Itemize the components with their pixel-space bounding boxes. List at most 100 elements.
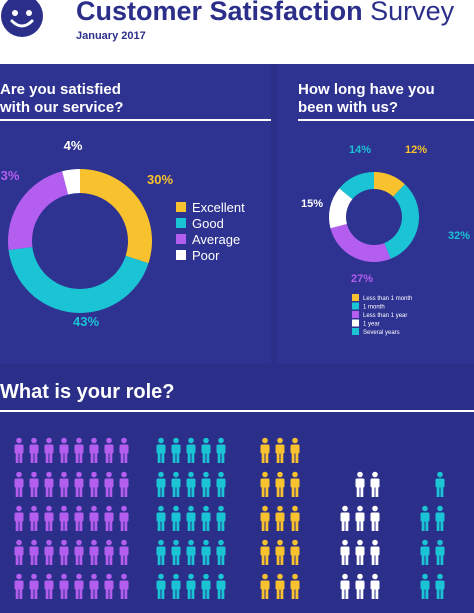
- person-icon: [74, 505, 84, 531]
- donut-slice-label: 14%: [349, 144, 371, 156]
- donut-slice-label: 32%: [448, 230, 470, 242]
- person-icon: [260, 539, 270, 565]
- legend-swatch: [352, 294, 359, 301]
- donut-slice-label: 30%: [147, 172, 173, 187]
- person-icon: [275, 573, 285, 599]
- person-icon: [340, 505, 350, 531]
- legend-swatch: [176, 202, 186, 212]
- legend-entry: 1 year: [363, 322, 380, 328]
- header: Customer Satisfaction Survey January 201…: [0, 0, 474, 64]
- pictogram-group-2: [156, 437, 226, 599]
- person-icon: [74, 539, 84, 565]
- donut-slice-poor: [62, 169, 80, 195]
- person-icon: [59, 437, 69, 463]
- role-section: [0, 364, 474, 613]
- person-icon: [119, 437, 129, 463]
- person-icon: [275, 471, 285, 497]
- person-icon: [260, 505, 270, 531]
- person-icon: [186, 573, 196, 599]
- pictogram-group-4: [340, 471, 380, 599]
- person-icon: [59, 505, 69, 531]
- smiley-face-icon: [1, 0, 43, 37]
- donut-slice-good: [8, 247, 149, 313]
- legend-entry: Good: [192, 216, 224, 231]
- legend-entry: Several years: [363, 330, 400, 336]
- person-icon: [435, 573, 445, 599]
- person-icon: [156, 505, 166, 531]
- person-icon: [420, 539, 430, 565]
- person-icon: [74, 471, 84, 497]
- legend-swatch: [352, 328, 359, 335]
- person-icon: [216, 437, 226, 463]
- person-icon: [186, 471, 196, 497]
- person-icon: [14, 573, 24, 599]
- legend-entry: Excellent: [192, 200, 245, 215]
- satisfaction-underline: [0, 119, 271, 121]
- person-icon: [104, 539, 114, 565]
- person-icon: [14, 539, 24, 565]
- person-icon: [14, 505, 24, 531]
- person-icon: [29, 573, 39, 599]
- person-icon: [14, 437, 24, 463]
- role-underline: [0, 410, 474, 412]
- satisfaction-heading-line-2: with our service?: [0, 99, 124, 116]
- tenure-heading: How long have you been with us?: [298, 81, 435, 117]
- satisfaction-heading: Are you satisfied with our service?: [0, 81, 123, 117]
- donut-slice: [374, 172, 405, 197]
- person-icon: [171, 471, 181, 497]
- person-icon: [290, 471, 300, 497]
- person-icon: [370, 505, 380, 531]
- tenure-underline: [298, 119, 474, 121]
- person-icon: [59, 471, 69, 497]
- person-icon: [201, 539, 211, 565]
- person-icon: [89, 505, 99, 531]
- person-icon: [260, 471, 270, 497]
- person-icon: [44, 505, 54, 531]
- person-icon: [29, 505, 39, 531]
- legend-swatch: [352, 311, 359, 318]
- donut-slice-label: 27%: [351, 273, 373, 285]
- donut-slice: [329, 188, 353, 229]
- person-icon: [275, 539, 285, 565]
- donut-slice-label: 12%: [405, 144, 427, 156]
- person-icon: [89, 437, 99, 463]
- person-icon: [29, 539, 39, 565]
- person-icon: [104, 573, 114, 599]
- role-pictogram-chart: [14, 437, 445, 599]
- person-icon: [59, 573, 69, 599]
- legend-swatch: [352, 319, 359, 327]
- person-icon: [59, 539, 69, 565]
- person-icon: [29, 471, 39, 497]
- satisfaction-heading-line-1: Are you satisfied: [0, 81, 121, 98]
- person-icon: [216, 539, 226, 565]
- person-icon: [171, 505, 181, 531]
- person-icon: [119, 505, 129, 531]
- person-icon: [290, 505, 300, 531]
- legend-swatch: [176, 234, 186, 244]
- person-icon: [44, 573, 54, 599]
- donut-slice-average: [8, 171, 69, 251]
- person-icon: [216, 471, 226, 497]
- page-title: Customer Satisfaction Survey: [76, 0, 455, 26]
- pictogram-group-1: [14, 437, 129, 599]
- person-icon: [201, 573, 211, 599]
- person-icon: [290, 573, 300, 599]
- person-icon: [89, 471, 99, 497]
- person-icon: [201, 505, 211, 531]
- person-icon: [104, 505, 114, 531]
- person-icon: [119, 573, 129, 599]
- person-icon: [355, 505, 365, 531]
- person-icon: [171, 437, 181, 463]
- person-icon: [370, 471, 380, 497]
- person-icon: [435, 471, 445, 497]
- legend-entry: Poor: [192, 248, 220, 263]
- person-icon: [186, 539, 196, 565]
- person-icon: [186, 505, 196, 531]
- donut-slice-label: 4%: [64, 138, 83, 153]
- person-icon: [435, 539, 445, 565]
- tenure-heading-line-2: been with us?: [298, 99, 399, 116]
- tenure-panel: [277, 64, 474, 364]
- person-icon: [156, 539, 166, 565]
- person-icon: [355, 573, 365, 599]
